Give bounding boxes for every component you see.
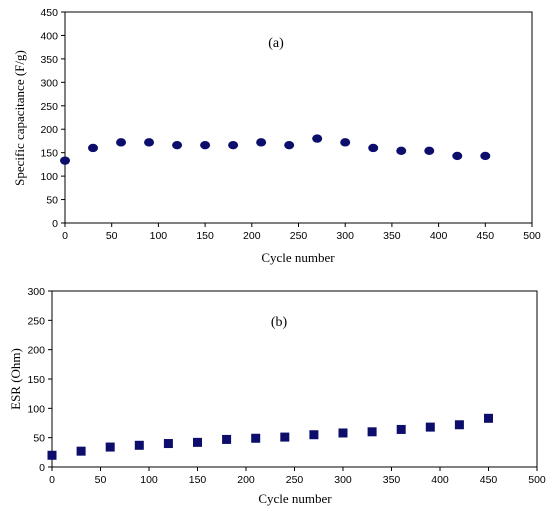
- x-tick-label-a: 50: [106, 230, 118, 242]
- axis-ticks-a: 0 50 100 150 200 250 300 350 400 450 500 0 50 100 150 2…: [40, 7, 540, 242]
- data-points-a: [60, 134, 491, 165]
- x-tick-label-b: 500: [528, 474, 546, 486]
- y-axis-title-a: Specific capacitance (F/g): [12, 50, 27, 186]
- data-point-a: [284, 140, 295, 150]
- y-tick-label-b: 200: [27, 345, 45, 357]
- x-tick-label-b: 50: [95, 474, 107, 486]
- y-tick-label-a: 350: [40, 54, 58, 66]
- x-tick-label-b: 450: [480, 474, 498, 486]
- y-tick-label-a: 300: [40, 77, 58, 89]
- data-point-b: [222, 434, 232, 444]
- plot-area-frame-b: [51, 290, 538, 468]
- y-tick-label-a: 250: [40, 101, 58, 113]
- x-tick-label-a: 150: [196, 230, 214, 242]
- data-point-b: [76, 446, 86, 456]
- data-point-a: [200, 140, 211, 150]
- y-tick-label-a: 100: [40, 171, 58, 183]
- x-tick-label-b: 350: [383, 474, 401, 486]
- x-axis-title-b: Cycle number: [258, 491, 332, 506]
- x-tick-label-b: 200: [237, 474, 255, 486]
- data-point-a: [396, 146, 407, 155]
- data-point-b: [47, 450, 57, 460]
- data-point-a: [312, 134, 323, 143]
- x-tick-label-a: 500: [523, 230, 541, 242]
- data-point-b: [484, 413, 493, 423]
- data-point-b: [251, 433, 261, 443]
- x-tick-label-b: 250: [286, 474, 304, 486]
- y-tick-label-a: 50: [46, 195, 58, 207]
- data-point-a: [60, 156, 70, 165]
- data-point-b: [134, 440, 144, 450]
- x-tick-label-a: 0: [62, 230, 68, 242]
- x-tick-label-b: 150: [189, 474, 207, 486]
- y-tick-label-b: 250: [27, 315, 45, 327]
- x-tick-label-a: 200: [243, 230, 261, 242]
- data-point-a: [480, 151, 491, 161]
- data-point-b: [280, 432, 290, 442]
- data-points-b: [47, 413, 493, 460]
- data-point-a: [172, 140, 183, 150]
- x-tick-label-b: 100: [140, 474, 158, 486]
- x-tick-label-a: 350: [383, 230, 401, 242]
- data-point-a: [256, 138, 267, 147]
- data-point-a: [144, 138, 155, 147]
- data-point-b: [105, 442, 115, 452]
- y-tick-label-a: 400: [40, 30, 58, 42]
- x-tick-label-b: 400: [431, 474, 449, 486]
- data-point-a: [88, 143, 99, 153]
- data-point-b: [367, 427, 377, 437]
- chart-panel-b: (b) Cycle number ESR (Ohm) 0 50 100 150 200 2…: [8, 286, 546, 506]
- data-point-b: [425, 422, 435, 432]
- chart-panel-a: (a) Cycle number Specific capacitance (F…: [12, 7, 541, 265]
- axis-ticks-b: 0 50 100 150 200 250 300 350 400 450 500 0 50 100 150 2…: [27, 286, 545, 486]
- data-point-a: [340, 138, 351, 147]
- data-point-a: [228, 140, 239, 150]
- data-point-b: [193, 437, 202, 447]
- y-tick-label-b: 100: [27, 403, 45, 415]
- y-tick-label-b: 300: [27, 286, 45, 298]
- data-point-a: [424, 146, 435, 155]
- y-axis-title-b: ESR (Ohm): [8, 348, 23, 410]
- y-tick-label-a: 450: [40, 7, 58, 19]
- x-tick-label-a: 400: [430, 230, 448, 242]
- data-point-b: [163, 439, 173, 449]
- data-point-a: [452, 151, 463, 161]
- panel-label-b: (b): [271, 315, 288, 330]
- y-tick-label-a: 150: [40, 148, 58, 160]
- plot-area-frame-a: [64, 11, 533, 224]
- y-tick-label-a: 200: [40, 124, 58, 136]
- x-tick-label-b: 0: [49, 474, 55, 486]
- data-point-b: [396, 424, 406, 434]
- data-point-a: [116, 138, 127, 147]
- x-tick-label-a: 450: [477, 230, 495, 242]
- data-point-b: [338, 428, 348, 438]
- x-tick-label-a: 100: [150, 230, 168, 242]
- x-axis-title-a: Cycle number: [261, 250, 335, 265]
- data-point-b: [309, 430, 319, 440]
- y-tick-label-a: 0: [52, 218, 58, 230]
- panel-label-a: (a): [268, 36, 284, 51]
- y-tick-label-b: 150: [27, 374, 45, 386]
- x-tick-label-a: 300: [336, 230, 354, 242]
- data-point-b: [454, 420, 464, 430]
- x-tick-label-a: 250: [290, 230, 308, 242]
- data-point-a: [368, 143, 379, 153]
- y-tick-label-b: 50: [33, 433, 45, 445]
- x-tick-label-b: 300: [334, 474, 352, 486]
- y-tick-label-b: 0: [39, 462, 45, 474]
